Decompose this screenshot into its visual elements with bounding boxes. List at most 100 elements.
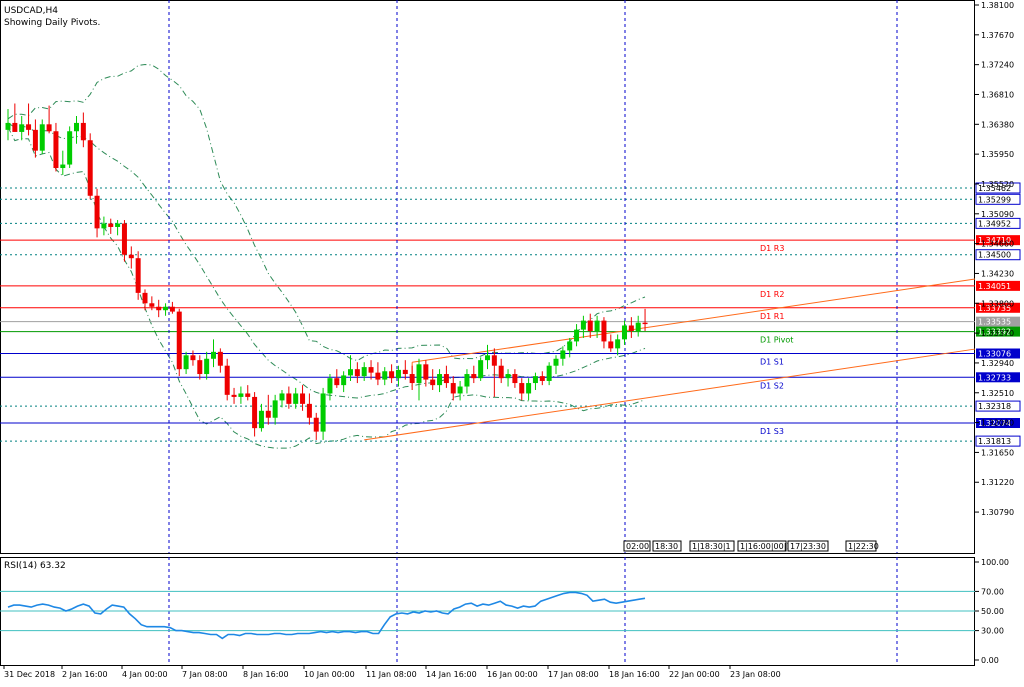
candle-body — [115, 223, 121, 227]
dotted-level-box — [975, 435, 1021, 447]
candle-body — [211, 351, 216, 359]
candle-body — [416, 364, 422, 384]
candle-body — [197, 360, 203, 375]
price-tick-label: 1.35520 — [981, 180, 1014, 189]
pivot-level-box — [976, 235, 1020, 246]
pivot-level-label: D1 R3 — [760, 244, 784, 253]
candle-body — [53, 131, 59, 169]
pivot-level-value: 1.33392 — [978, 328, 1011, 337]
period-marker-label: 1|18:30|1 — [692, 542, 731, 551]
candle-body — [382, 371, 388, 380]
candle-body — [252, 396, 258, 429]
candle-body — [354, 369, 360, 377]
price-tick-label: 1.32080 — [981, 419, 1014, 428]
pivot-level-value: 1.34710 — [978, 236, 1011, 245]
period-marker-label: 18:30 — [655, 542, 678, 551]
period-marker-box — [787, 540, 829, 552]
candle-body — [361, 367, 367, 377]
price-tick-label: 1.38100 — [981, 1, 1014, 10]
candle-body — [505, 374, 511, 379]
candle-body — [389, 371, 395, 379]
period-marker-label: 1|16:00|00|1 — [740, 542, 792, 551]
price-tick-label: 1.34660 — [981, 240, 1014, 249]
candle-body — [587, 320, 593, 332]
candle-body — [491, 355, 497, 366]
rsi-tick-label: 30.00 — [981, 627, 1004, 636]
price-tick-label: 1.34230 — [981, 269, 1014, 278]
upper-band-line — [7, 63, 646, 362]
candle-body — [293, 393, 299, 404]
rsi-label: RSI(14) 63.32 — [4, 561, 66, 571]
dotted-level-box — [975, 193, 1021, 205]
pivot-level-box — [976, 418, 1020, 429]
candle-body — [622, 325, 627, 340]
period-marker-box — [652, 540, 682, 552]
candle-body — [245, 393, 251, 397]
candle-body — [567, 341, 573, 351]
candle-body — [142, 292, 148, 304]
pivot-level-label: D1 S1 — [760, 358, 784, 367]
candle-body — [60, 164, 66, 169]
candle-body — [108, 223, 114, 227]
candle-body — [176, 311, 182, 370]
time-tick-label: 23 Jan 08:00 — [730, 670, 781, 679]
candle-body — [594, 320, 600, 332]
candle-body — [39, 124, 45, 151]
candle-body — [169, 306, 175, 312]
time-tick-label: 16 Jan 00:00 — [487, 670, 538, 679]
dotted-level-value: 1.34500 — [978, 251, 1011, 260]
candle-body — [32, 129, 38, 151]
main-plot-frame — [0, 0, 975, 554]
dotted-level-box — [975, 217, 1021, 229]
candle-body — [348, 369, 353, 376]
candle-body — [560, 350, 566, 359]
candle-body — [443, 374, 449, 384]
candle-body — [67, 131, 73, 165]
candle-body — [635, 322, 641, 332]
middle-band-line — [7, 122, 646, 399]
candle-body — [217, 351, 223, 366]
time-tick-label: 8 Jan 16:00 — [243, 670, 289, 679]
channel-lower-line — [364, 348, 976, 441]
current-price-value: 1.33535 — [978, 318, 1011, 327]
candle-body — [478, 360, 484, 379]
candle-body — [279, 393, 285, 401]
candle-body — [238, 393, 244, 397]
candle-body — [258, 410, 264, 429]
time-tick-label: 10 Jan 00:00 — [304, 670, 355, 679]
price-tick-label: 1.37240 — [981, 61, 1014, 70]
time-tick-label: 31 Dec 2018 — [4, 670, 55, 679]
pivot-level-value: 1.33735 — [978, 304, 1011, 313]
rsi-tick-label: 100.00 — [981, 558, 1009, 567]
candle-body — [327, 378, 333, 394]
period-marker-box — [623, 540, 651, 552]
candle-body — [471, 374, 477, 379]
candle-body — [526, 383, 532, 394]
pivot-level-box — [976, 348, 1020, 359]
price-tick-label: 1.35950 — [981, 150, 1014, 159]
candle-body — [5, 122, 11, 130]
price-tick-label: 1.30790 — [981, 508, 1014, 517]
candle-body — [12, 122, 18, 132]
candle-body — [498, 365, 504, 379]
candle-body — [368, 367, 374, 373]
candle-body — [101, 223, 107, 229]
candle-body — [204, 358, 210, 375]
candle-body — [163, 306, 169, 311]
pivot-level-label: D1 R2 — [760, 290, 784, 299]
candle-body — [430, 379, 436, 386]
pivot-level-value: 1.33076 — [978, 350, 1011, 359]
time-tick-label: 18 Jan 16:00 — [609, 670, 660, 679]
candle-body — [437, 374, 443, 386]
candle-body — [628, 325, 634, 332]
dotted-level-value: 1.31813 — [978, 437, 1011, 446]
pivot-level-label: D1 Pivot — [760, 336, 793, 345]
candle-body — [450, 383, 456, 394]
price-tick-label: 1.36810 — [981, 90, 1014, 99]
candle-body — [546, 365, 552, 381]
candle-body — [265, 410, 271, 418]
candle-body — [313, 417, 319, 432]
candle-body — [190, 355, 196, 361]
